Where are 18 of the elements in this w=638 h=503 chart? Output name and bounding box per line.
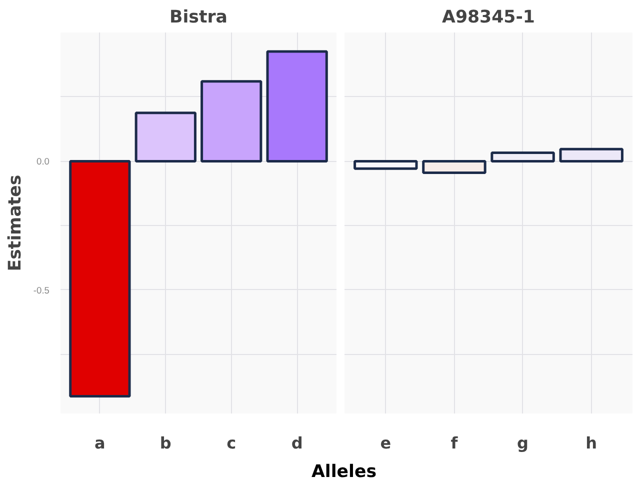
bar [266,50,328,162]
y-tick-label: 0.0 [36,156,50,167]
x-tick-label: d [291,434,303,452]
bar [69,160,131,398]
y-axis-title: Estimates [5,174,26,272]
x-tick-label: f [450,434,459,452]
x-axis-title: Alleles [311,461,377,484]
bar [200,80,262,162]
chart-title: A98345-1 [442,8,535,28]
x-tick-label: c [226,434,236,452]
y-tick-label: -0.5 [33,285,50,296]
x-tick-label: h [586,434,598,452]
x-tick-label: b [160,434,172,452]
bar [134,112,196,162]
x-tick-label: e [380,434,392,452]
x-tick-label: a [94,434,106,452]
chart-title: Bistra [170,8,228,28]
x-tick-label: g [517,434,529,452]
